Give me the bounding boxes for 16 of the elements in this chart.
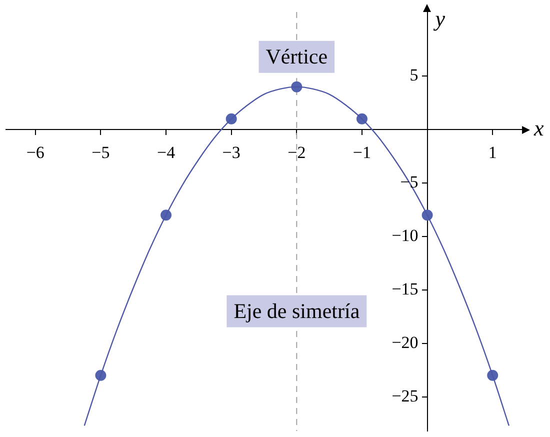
annotation: Vértice: [266, 44, 328, 68]
x-tick-label: −2: [288, 143, 306, 162]
y-tick-label: −10: [392, 226, 418, 245]
x-tick-label: −1: [352, 143, 372, 162]
y-tick-label: 5: [410, 66, 418, 85]
x-tick-label: −4: [156, 143, 176, 162]
y-tick-label: −25: [392, 386, 418, 406]
y-tick-label: −20: [392, 332, 418, 352]
y-axis-title: y: [433, 6, 446, 31]
x-tick-label: −6: [26, 143, 44, 162]
x-axis-title: x: [533, 115, 544, 140]
y-tick-label: −15: [392, 279, 418, 298]
x-tick-label: −3: [222, 143, 240, 162]
x-tick-label: 1: [488, 143, 497, 162]
x-tick-label: −5: [92, 143, 110, 162]
annotation: Eje de simetría: [234, 298, 360, 323]
